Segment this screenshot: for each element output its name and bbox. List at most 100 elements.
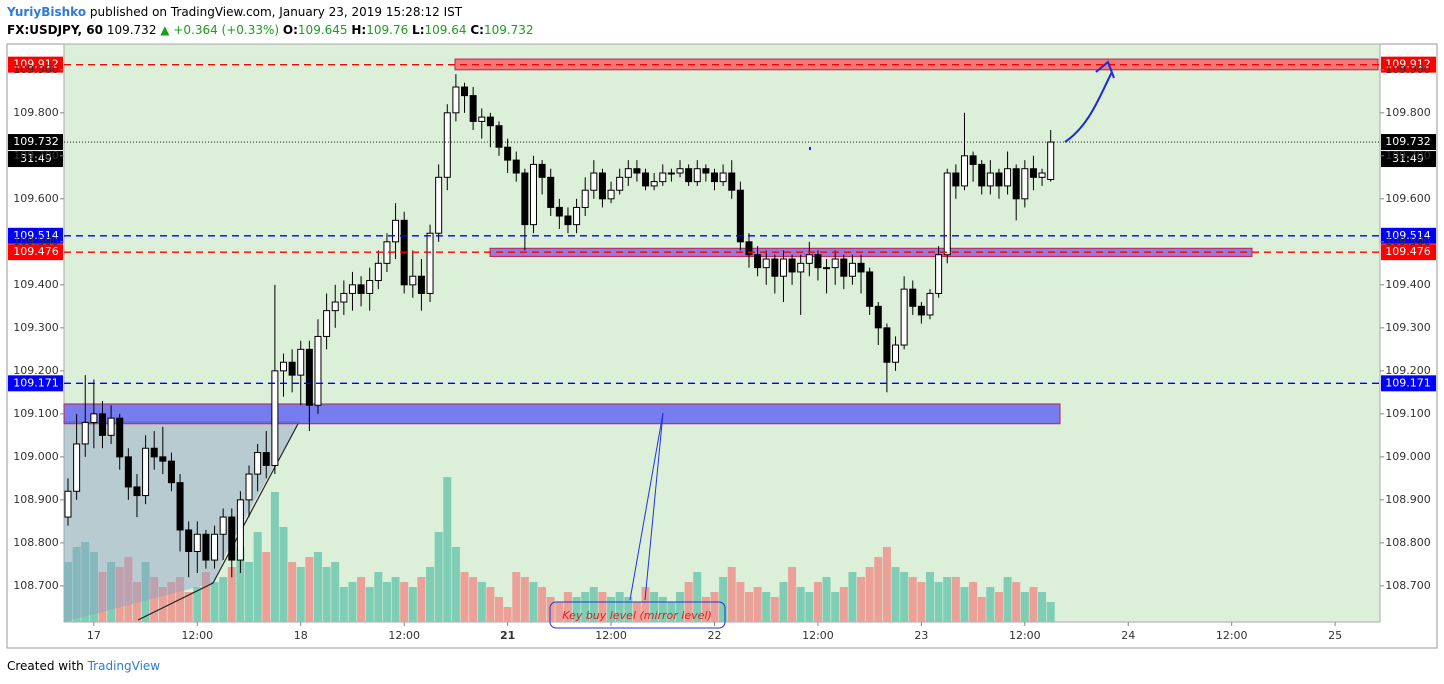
level-label: 109.514 [13, 229, 59, 242]
candle-body [81, 421, 89, 445]
volume-bar [296, 567, 305, 622]
volume-bar [193, 587, 202, 622]
candle-body [736, 189, 744, 243]
candle-body [598, 172, 606, 200]
candle-body [167, 460, 175, 484]
volume-bar [305, 557, 314, 622]
y-tick-label: 108.700 [1385, 579, 1431, 592]
volume-bar [89, 552, 98, 622]
y-tick-label: 108.900 [1385, 493, 1431, 506]
candle-body [478, 116, 486, 122]
volume-bar [555, 602, 564, 622]
candle-body [409, 275, 417, 286]
volume-bar [400, 582, 409, 622]
candle-body [831, 258, 839, 269]
volume-bar [598, 592, 607, 622]
y-tick-label: 109.900 [1385, 63, 1431, 76]
y-tick-label: 109.100 [1385, 407, 1431, 420]
x-tick-label: 24 [1121, 629, 1135, 642]
candle-body [659, 172, 667, 183]
level-label: 109.476 [1385, 245, 1431, 258]
volume-bar [891, 567, 900, 622]
symbol: FX:USDJPY, 60 [7, 23, 103, 37]
volume-bar [538, 587, 547, 622]
volume-bar [848, 572, 857, 622]
volume-bar [632, 602, 641, 622]
volume-bar [882, 547, 891, 622]
candle-body [90, 413, 98, 423]
volume-bar [641, 587, 650, 622]
candle-body [874, 305, 882, 329]
candle-body [219, 516, 227, 535]
y-tick-label: 109.400 [1385, 278, 1431, 291]
candle-body [633, 168, 641, 174]
candle-body [771, 258, 779, 277]
volume-bar [719, 577, 728, 622]
volume-bar [710, 592, 719, 622]
volume-bar [1046, 602, 1055, 622]
candle-body [1004, 168, 1012, 187]
volume-bar [288, 562, 297, 622]
candle-body [176, 482, 184, 531]
volume-bar [253, 532, 262, 622]
y-tick-label: 109.200 [1385, 364, 1431, 377]
candle-body [900, 288, 908, 346]
volume-bar [615, 592, 624, 622]
volume-bar [857, 577, 866, 622]
x-tick-label: 17 [87, 629, 101, 642]
candle-body [728, 172, 736, 191]
volume-bar [150, 577, 159, 622]
y-tick-label: 109.300 [13, 321, 59, 334]
volume-bar [727, 567, 736, 622]
candle-body [754, 254, 762, 269]
brand[interactable]: TradingView [87, 659, 161, 673]
candle-body [280, 361, 287, 372]
volume-bar [245, 562, 254, 622]
candle-body [960, 155, 968, 187]
y-tick-label: 109.000 [13, 450, 59, 463]
level-label: 109.732 [1385, 135, 1431, 148]
x-tick-label: 12:00 [388, 629, 420, 642]
volume-bar [210, 582, 219, 622]
c: 109.732 [483, 23, 534, 37]
volume-bar [262, 552, 271, 622]
volume-bar [676, 592, 685, 622]
level-label: 109.476 [13, 245, 59, 258]
volume-bar [934, 582, 943, 622]
volume-bar [1029, 587, 1038, 622]
candle-body [150, 447, 158, 458]
candle-body [443, 112, 451, 178]
candle-body [323, 310, 331, 337]
volume-bar [693, 572, 702, 622]
countdown-bg [8, 151, 63, 168]
y-tick-label: 108.900 [13, 493, 59, 506]
volume-bar [107, 562, 116, 622]
x-tick-label: 18 [294, 629, 308, 642]
candle-body [305, 348, 313, 406]
volume-bar [667, 602, 676, 622]
author[interactable]: YuriyBishko [7, 5, 87, 19]
candle-body [185, 529, 193, 552]
candle-body [133, 486, 141, 497]
volume-bar [331, 562, 340, 622]
level-label-bg [8, 244, 63, 261]
candle-body [779, 258, 787, 277]
o-label: O: [282, 23, 298, 37]
candle-body [426, 232, 434, 294]
candle-body [978, 163, 986, 187]
candle-body [159, 456, 167, 462]
volume-bar [184, 592, 193, 622]
level-label: 109.514 [1385, 229, 1431, 242]
candle-body [624, 168, 632, 178]
volume-bar [581, 592, 590, 622]
volume-bar [546, 597, 555, 622]
candle-body [848, 262, 856, 277]
candle-body [745, 241, 753, 256]
candle-body [262, 452, 270, 466]
x-tick-label: 12:00 [181, 629, 213, 642]
candle-body [909, 288, 917, 307]
y-tick-label: 109.000 [1385, 450, 1431, 463]
candle-body [228, 516, 236, 561]
y-tick-label: 108.800 [1385, 536, 1431, 549]
volume-bar [572, 597, 581, 622]
